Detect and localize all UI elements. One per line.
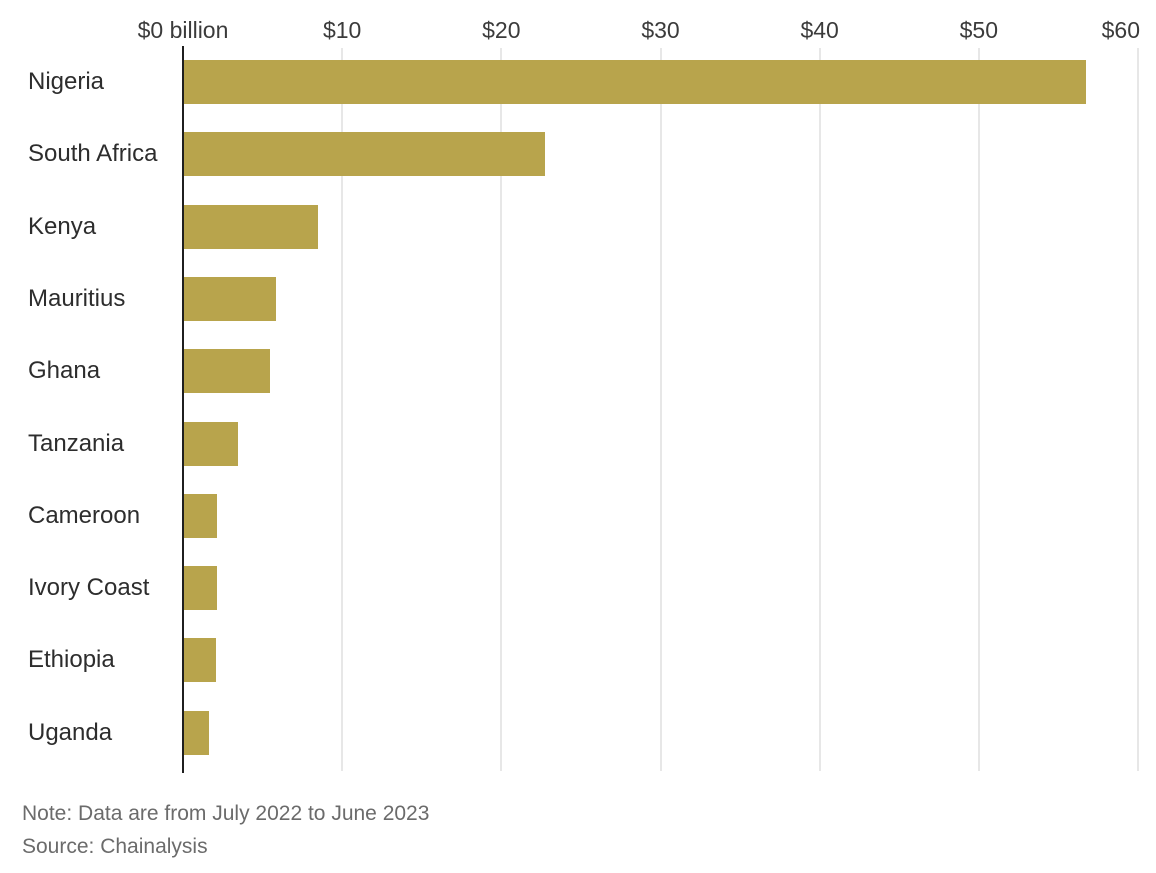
chart-source: Source: Chainalysis [22, 835, 208, 858]
y-axis-line [182, 46, 184, 773]
x-tick-label-10: $10 [322, 17, 362, 43]
x-tick-label-30: $30 [641, 17, 680, 43]
bar-south-africa [184, 132, 545, 177]
x-tick-label-0: $0 billion [137, 17, 229, 43]
bar-ghana [184, 349, 270, 394]
footnote-block: Note: Data are from July 2022 to June 20… [22, 797, 429, 863]
gridline-50 [977, 48, 980, 771]
row-label-cameroon: Cameroon [28, 501, 141, 529]
bar-uganda [184, 710, 209, 755]
bar-kenya [184, 204, 318, 249]
bar-mauritius [184, 276, 276, 321]
row-label-nigeria: Nigeria [28, 68, 105, 95]
row-label-uganda: Uganda [28, 718, 113, 746]
row-label-kenya: Kenya [28, 212, 97, 240]
gridline-20 [500, 48, 503, 771]
bar-ethiopia [184, 638, 216, 683]
bar-ivory-coast [184, 566, 217, 611]
gridline-40 [818, 48, 821, 771]
row-label-south-africa: South Africa [28, 140, 158, 168]
gridline-60 [1137, 48, 1139, 771]
bar-cameroon [184, 493, 217, 538]
bar-nigeria [184, 60, 1086, 104]
row-label-mauritius: Mauritius [28, 284, 126, 312]
gridline-30 [659, 48, 662, 771]
chart-note: Note: Data are from July 2022 to June 20… [22, 802, 430, 825]
row-label-tanzania: Tanzania [28, 429, 125, 457]
gridline-10 [341, 48, 344, 771]
bar-tanzania [184, 421, 238, 466]
row-label-ethiopia: Ethiopia [28, 646, 115, 674]
row-label-ghana: Ghana [28, 357, 101, 385]
x-tick-label-20: $20 [482, 17, 521, 43]
x-tick-label-60: $60 [1101, 17, 1140, 43]
row-label-ivory-coast: Ivory Coast [28, 574, 150, 602]
x-tick-label-50: $50 [959, 17, 999, 43]
x-tick-label-40: $40 [800, 17, 839, 43]
